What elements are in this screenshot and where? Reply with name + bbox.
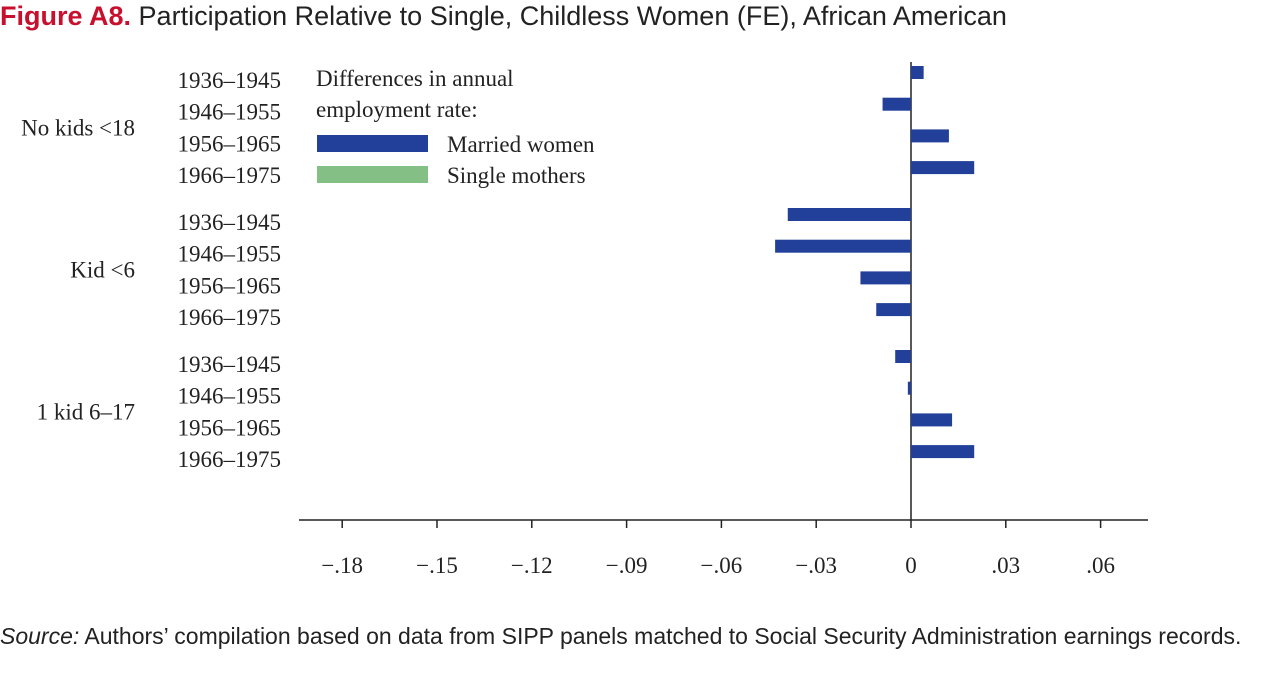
bar-married-women xyxy=(911,161,975,175)
bar-married-women xyxy=(882,97,911,111)
category-label: 1946–1955 xyxy=(178,242,282,267)
x-tick-label: −.09 xyxy=(606,553,648,578)
category-label: 1946–1955 xyxy=(178,100,282,125)
chart: −.18 −.15 −.12 −.09 −.06 −.03 0 .03 .06 No kids <… xyxy=(21,62,1148,578)
bar-married-women xyxy=(876,303,911,317)
x-tick-label: −.18 xyxy=(321,553,363,578)
legend-label: Single mothers xyxy=(447,163,586,188)
legend-swatch xyxy=(317,135,428,152)
x-tick-label: −.06 xyxy=(701,553,743,578)
group-label: Kid <6 xyxy=(70,258,135,283)
bar-married-women xyxy=(787,208,911,221)
category-label: 1956–1965 xyxy=(178,273,282,298)
legend-title: Differences in annual xyxy=(316,66,514,91)
bar-married-women xyxy=(775,239,911,253)
legend-swatch xyxy=(317,166,428,183)
x-tick-label: −.15 xyxy=(416,553,458,578)
figure-title: Figure A8. Participation Relative to Sin… xyxy=(0,0,1007,32)
legend-title: employment rate: xyxy=(316,97,478,122)
category-label: 1966–1975 xyxy=(178,447,282,472)
category-label: 1966–1975 xyxy=(178,163,282,188)
x-tick-label: −.12 xyxy=(511,553,553,578)
category-label: 1936–1945 xyxy=(178,210,282,235)
x-tick-label: 0 xyxy=(905,553,917,578)
source-label: Source: xyxy=(0,623,80,649)
figure-title-text: Participation Relative to Single, Childl… xyxy=(138,1,1007,31)
category-label: 1936–1945 xyxy=(178,352,282,377)
group-label: No kids <18 xyxy=(21,116,135,141)
bar-married-women xyxy=(911,445,975,459)
category-label: 1956–1965 xyxy=(178,131,282,156)
source-text: Authors’ compilation based on data from … xyxy=(84,623,1242,649)
bar-married-women xyxy=(895,350,911,363)
bar-married-women xyxy=(860,271,911,285)
figure-label: Figure A8. xyxy=(0,1,132,31)
source-note: Source: Authors’ compilation based on da… xyxy=(0,619,1280,654)
bar-married-women xyxy=(911,66,924,79)
category-label: 1946–1955 xyxy=(178,384,282,409)
group-label: 1 kid 6–17 xyxy=(37,400,135,425)
category-label: 1966–1975 xyxy=(178,305,282,330)
x-tick-label: −.03 xyxy=(795,553,837,578)
x-tick-label: .06 xyxy=(1086,553,1115,578)
category-label: 1936–1945 xyxy=(178,68,282,93)
legend-label: Married women xyxy=(447,132,595,157)
bar-married-women xyxy=(911,129,949,143)
x-tick-label: .03 xyxy=(991,553,1020,578)
bar-married-women xyxy=(907,381,911,395)
category-label: 1956–1965 xyxy=(178,415,282,440)
bar-married-women xyxy=(911,413,953,427)
